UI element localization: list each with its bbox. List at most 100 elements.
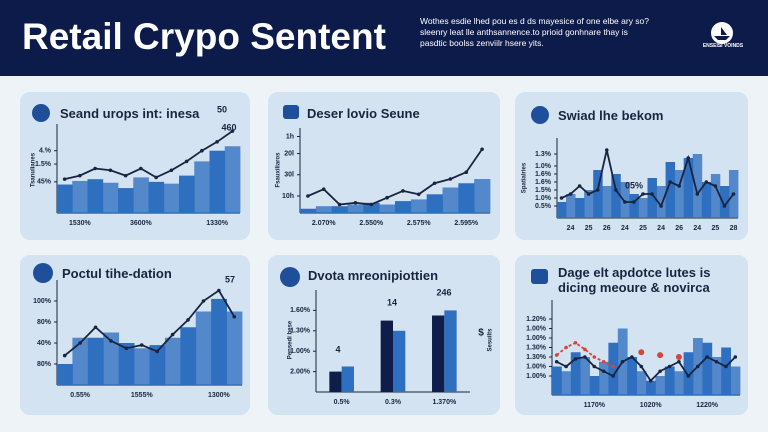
line-point [416,192,421,197]
y-tick-label: 1.6% [535,171,552,178]
line-point [668,180,672,184]
y-axis-title: Pensedi bese [288,320,294,359]
x-tick-label: 1555% [131,392,154,399]
line-point [108,168,113,173]
line-point [480,147,484,152]
icon-help [531,106,549,124]
bar [393,330,406,392]
line-point [731,192,736,196]
line-point [573,340,578,345]
y-tick-label: 80% [37,319,52,326]
x-tick-label: 2.550% [359,220,384,227]
bar [584,190,594,218]
line-point [586,192,591,196]
line-point [592,355,597,359]
bar [444,310,457,392]
y-tick-label: 1.20% [526,316,547,323]
y2-axis-title: Sesuilts [488,328,494,352]
line-point [109,339,113,343]
y-tick-label: 1.00% [526,363,547,370]
bar [552,366,562,395]
bar [72,337,89,385]
line-point [554,353,559,357]
line-point [695,192,700,196]
line-point [564,364,568,369]
line-point [170,332,175,337]
line-point [592,364,597,369]
bar [87,179,104,213]
line-point [595,188,600,192]
y-tick-label: 1h [286,133,294,140]
y-tick-label: 1.60% [290,307,311,314]
bar [87,337,104,385]
bar [656,186,666,218]
y-tick-label: 1.00% [290,348,311,355]
bar [209,150,226,213]
annotation: 57 [225,274,235,284]
y-tick-label: 45% [37,179,52,186]
bar [664,366,675,395]
line-point [154,175,158,180]
line-point [686,156,691,160]
y-tick-label: 1.30% [290,328,311,335]
bar [180,327,197,385]
line-point [230,129,235,133]
bar [195,311,212,385]
y-tick-label: 80% [37,361,52,368]
panel-title: Dage elt apdotce lutes is dicing meoure … [558,265,711,295]
bar [134,348,150,385]
bar [331,206,348,213]
line-point [583,355,587,359]
panel-title: Poctul tihe-dation [62,266,172,281]
x-tick-label: 1330% [206,220,229,227]
line-point [733,355,738,359]
line-point [201,299,206,303]
line-point [353,201,358,205]
bar [711,357,722,395]
line-point [601,369,606,374]
bar [719,186,730,218]
header-title: Retail Crypo Sentent [22,16,386,57]
annotation: 460 [221,122,236,132]
bar [702,342,713,395]
y-tick-label: 1.00% [526,325,547,332]
bar [347,204,364,213]
bar [638,198,648,218]
x-tick-label: 25 [711,225,719,232]
line-point [124,346,129,351]
bar [395,201,412,213]
x-tick-label: 1530% [69,220,92,227]
line-point [650,192,654,196]
line-point [705,355,709,359]
y-tick-label: 1.3% [535,151,552,158]
x-tick-label: 26 [675,225,683,232]
y-tick-label: 1.0% [535,195,552,202]
line-point [78,173,82,178]
line-point [658,369,662,374]
bar [102,182,119,213]
bar [163,183,180,213]
header-bar [0,0,768,76]
line-point [448,177,453,181]
icon-bird [33,263,53,283]
x-tick-label: 1220% [696,402,719,409]
line-point [554,359,559,364]
line-point [186,318,190,322]
line-point [648,378,653,383]
y-tick-label: 0.5% [535,203,552,210]
bar [636,371,647,395]
line-point [714,359,719,364]
line [64,130,233,181]
line-point [601,359,606,364]
bar [329,371,342,392]
y-tick-label: 1.00% [526,335,547,342]
y-tick-label: 20l [284,150,294,157]
bar [611,174,621,218]
bar [380,320,393,392]
y-tick-label: 1.0% [535,163,552,170]
line-point [583,347,587,352]
line-point [564,345,568,350]
line-point [184,159,189,164]
